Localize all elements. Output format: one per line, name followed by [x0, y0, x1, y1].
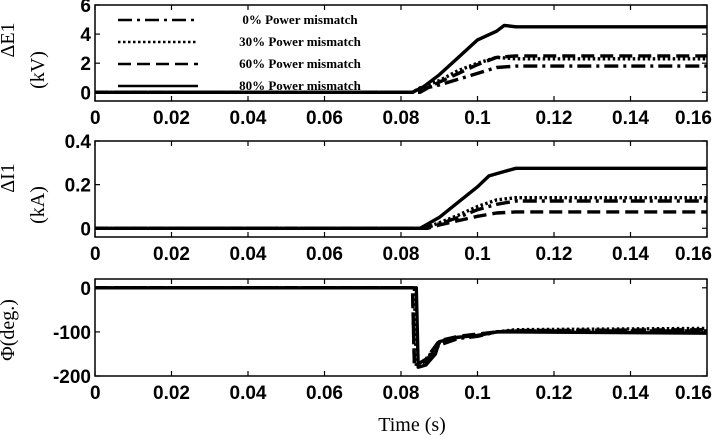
y-tick-label: 0	[80, 219, 91, 240]
x-tick-label: 0.1	[464, 108, 491, 129]
x-tick-label: 0.14	[612, 383, 649, 404]
y-tick-label: 4	[80, 25, 91, 46]
x-tick-label: 0	[90, 383, 101, 404]
y-tick-label: 0.4	[65, 132, 92, 153]
y-tick-label: -100	[53, 323, 91, 344]
legend-label: 60% Power mismatch	[239, 56, 362, 71]
series-line-solid	[95, 286, 707, 369]
x-tick-label: 0.06	[306, 108, 343, 129]
panel-delta-e1: 0 0.02 0.04 0.06 0.08 0.1 0.12 0.14 0.16 0 2 4 6 ΔE1 (…	[0, 0, 712, 129]
plot-frame	[94, 140, 708, 238]
x-tick-label: 0.16	[675, 108, 712, 129]
y-axis-label: ΔI1	[0, 163, 19, 193]
series-line-solid	[95, 166, 707, 230]
y-tick-label: 0.2	[65, 176, 91, 197]
x-tick-label: 0.02	[153, 244, 190, 265]
series-line-dashdot	[95, 199, 707, 230]
series-line-dashdot	[95, 64, 707, 94]
x-tick-label: 0.02	[153, 108, 190, 129]
legend-label: 30% Power mismatch	[239, 34, 362, 49]
plot-frame	[94, 278, 708, 377]
y-axis-label: ΔE1	[0, 22, 19, 57]
legend-label: 0% Power mismatch	[242, 12, 358, 27]
x-tick-label: 0	[90, 244, 101, 265]
x-tick-label: 0.06	[306, 244, 343, 265]
series-line-dashed	[95, 286, 707, 368]
series-line-dashed	[95, 210, 707, 230]
y-tick-label: 6	[80, 0, 91, 17]
series-line-solid	[95, 23, 707, 94]
x-tick-label: 0.08	[383, 244, 420, 265]
x-tick-label: 0.08	[383, 383, 420, 404]
y-tick-label: -200	[53, 367, 91, 388]
x-tick-label: 0.02	[153, 383, 190, 404]
series-line-dashdot	[95, 286, 707, 367]
series-line-dotted	[95, 286, 707, 368]
y-axis-unit: (kV)	[27, 51, 49, 89]
x-tick-label: 0.04	[230, 244, 267, 265]
x-axis-label: Time (s)	[378, 414, 446, 436]
y-tick-label: 0	[80, 83, 91, 104]
panel-delta-i1: 0 0.02 0.04 0.06 0.08 0.1 0.12 0.14 0.16 0 0.2 0.4 Δ…	[0, 132, 712, 265]
x-tick-label: 0	[90, 108, 101, 129]
x-tick-label: 0.12	[536, 244, 573, 265]
legend: 0% Power mismatch 30% Power mismatch 60% P…	[118, 12, 362, 93]
legend-label: 80% Power mismatch	[239, 78, 362, 93]
x-tick-label: 0.1	[464, 244, 491, 265]
x-tick-label: 0.04	[230, 108, 267, 129]
x-tick-label: 0.14	[612, 108, 649, 129]
series-line-dashed	[95, 54, 707, 94]
panel-phase: 0 0.02 0.04 0.06 0.08 0.1 0.12 0.14 0.16 0 -100 -20…	[0, 278, 712, 404]
x-tick-label: 0.04	[230, 383, 267, 404]
y-tick-label: 2	[80, 54, 91, 75]
x-tick-label: 0.12	[536, 383, 573, 404]
x-tick-label: 0.1	[464, 383, 491, 404]
y-axis-label: Φ(deg.)	[0, 299, 19, 361]
x-tick-label: 0.08	[383, 108, 420, 129]
y-tick-label: 0	[80, 279, 91, 300]
x-tick-label: 0.06	[306, 383, 343, 404]
y-axis-unit: (kA)	[27, 186, 49, 224]
x-tick-label: 0.14	[612, 244, 649, 265]
x-tick-label: 0.12	[536, 108, 573, 129]
x-tick-label: 0.16	[675, 244, 712, 265]
x-tick-label: 0.16	[675, 383, 712, 404]
